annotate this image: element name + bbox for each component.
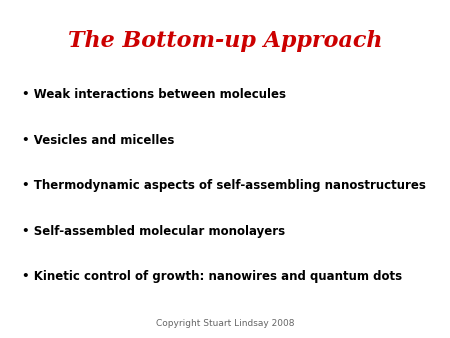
Text: • Self-assembled molecular monolayers: • Self-assembled molecular monolayers bbox=[22, 225, 286, 238]
Text: Copyright Stuart Lindsay 2008: Copyright Stuart Lindsay 2008 bbox=[156, 319, 294, 328]
Text: • Thermodynamic aspects of self-assembling nanostructures: • Thermodynamic aspects of self-assembli… bbox=[22, 179, 427, 192]
Text: • Kinetic control of growth: nanowires and quantum dots: • Kinetic control of growth: nanowires a… bbox=[22, 270, 403, 283]
Text: The Bottom-up Approach: The Bottom-up Approach bbox=[68, 30, 382, 52]
Text: • Weak interactions between molecules: • Weak interactions between molecules bbox=[22, 88, 287, 101]
Text: • Vesicles and micelles: • Vesicles and micelles bbox=[22, 134, 175, 146]
